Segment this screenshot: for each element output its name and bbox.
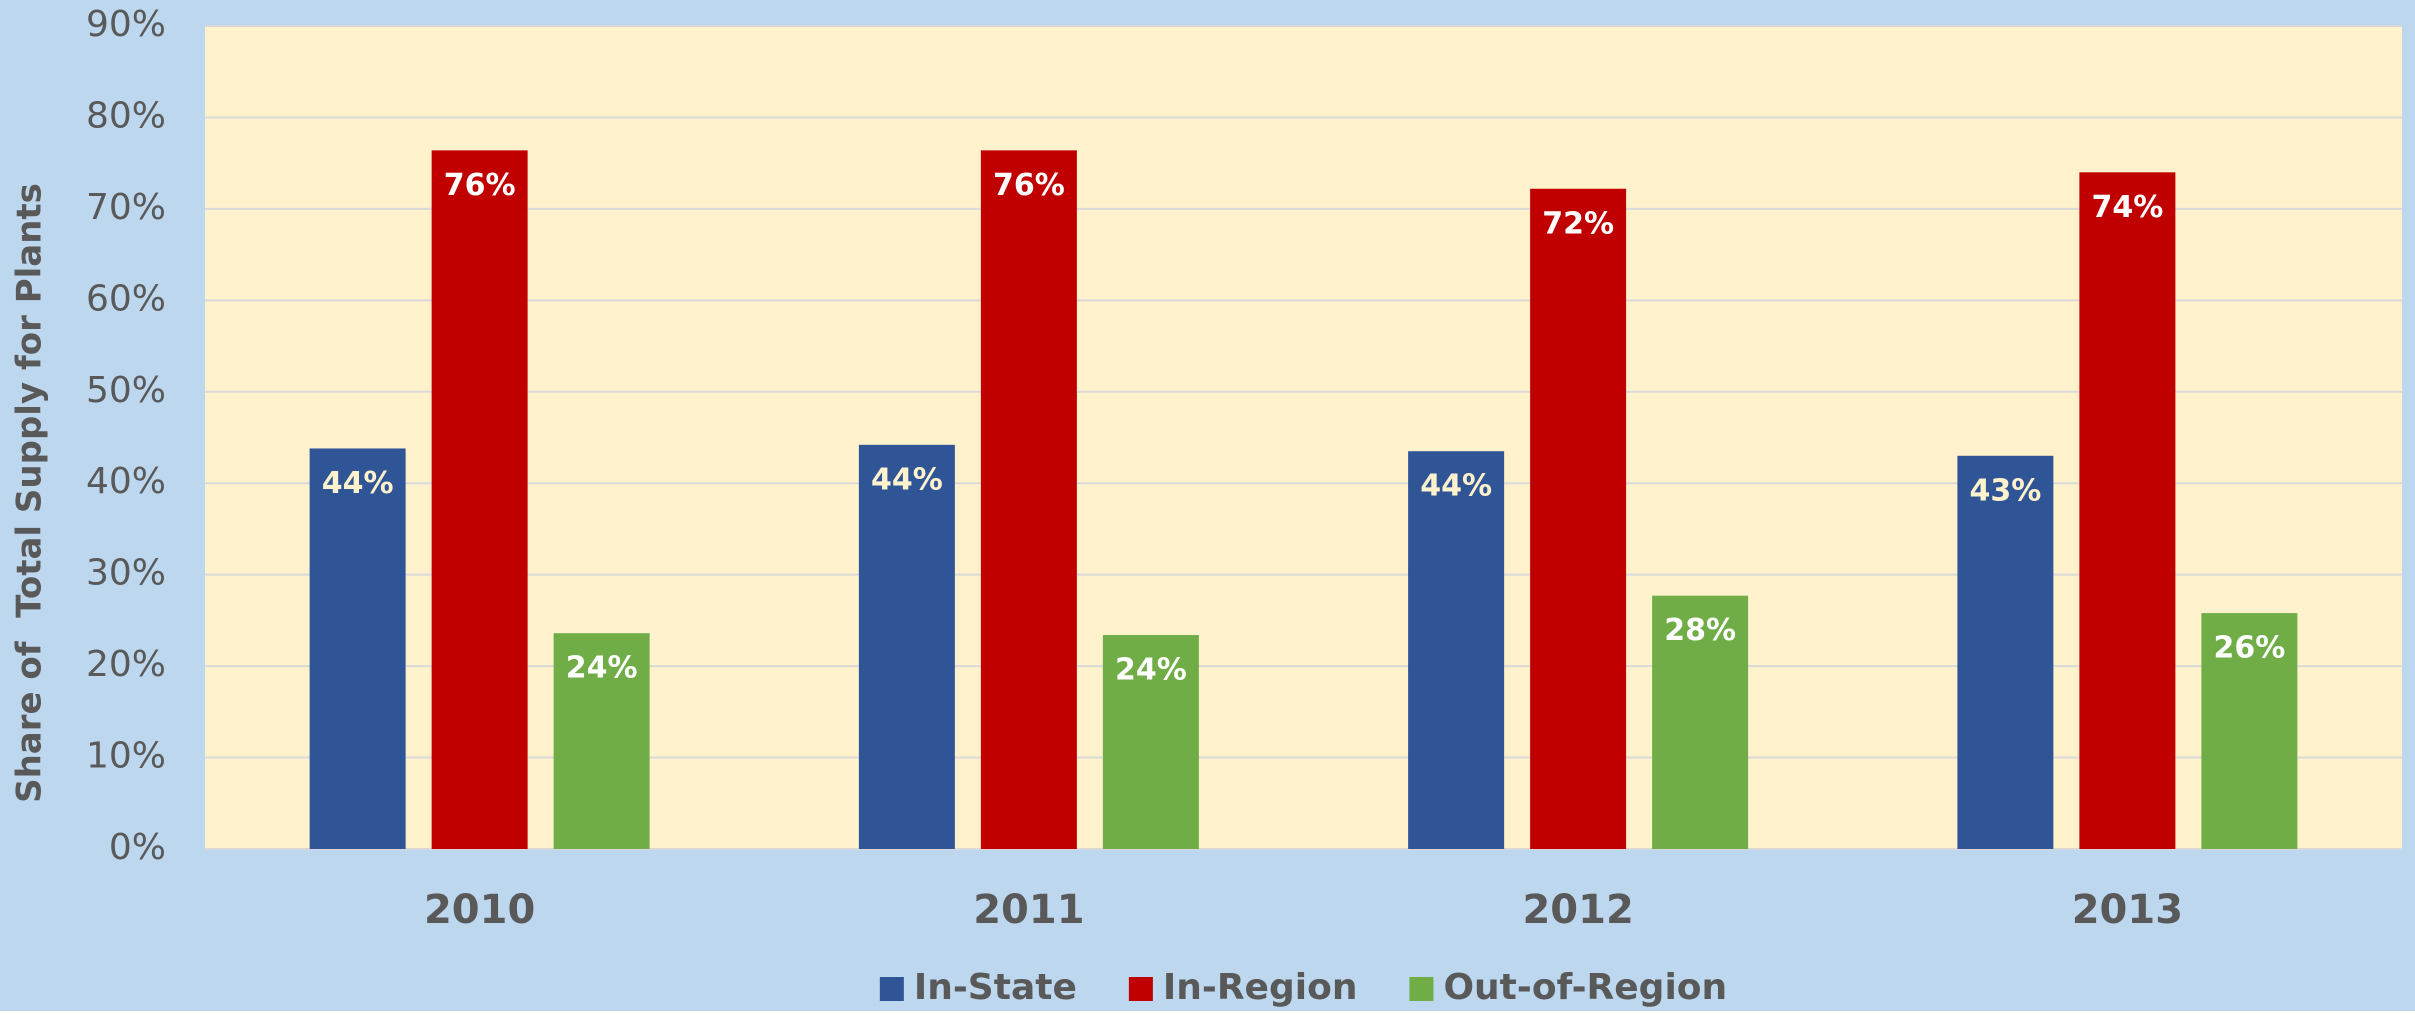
x-tick-label: 2011: [973, 887, 1084, 933]
y-tick-label: 0%: [109, 827, 166, 868]
y-tick-label: 30%: [86, 553, 166, 594]
value-label: 72%: [1542, 206, 1614, 241]
y-tick-label: 10%: [86, 736, 166, 777]
bar: [980, 150, 1077, 849]
y-tick-label: 90%: [86, 4, 166, 45]
value-label: 28%: [1664, 613, 1736, 648]
bar: [858, 444, 955, 849]
value-label: 24%: [566, 651, 638, 686]
value-label: 76%: [444, 168, 516, 203]
value-label: 44%: [1420, 469, 1492, 504]
value-label: 24%: [1115, 653, 1187, 688]
value-label: 44%: [871, 462, 943, 497]
x-tick-label: 2012: [1522, 887, 1633, 933]
bar: [431, 150, 528, 849]
value-label: 43%: [1969, 473, 2041, 508]
plot-area: [205, 26, 2402, 849]
value-label: 76%: [993, 168, 1065, 203]
bar: [1530, 188, 1627, 849]
value-label: 44%: [322, 466, 394, 501]
value-label: 26%: [2213, 631, 2285, 666]
y-axis-label: Share of Total Supply for Plants: [10, 183, 50, 803]
bar: [309, 448, 406, 849]
bar: [1957, 455, 2054, 849]
legend-swatch: [1409, 977, 1434, 1001]
y-tick-label: 60%: [86, 278, 166, 319]
legend-label: In-State: [914, 967, 1077, 1008]
bar: [1408, 451, 1505, 849]
bar: [1652, 595, 1749, 849]
bar: [553, 633, 650, 849]
bar: [1102, 635, 1199, 849]
y-tick-label: 20%: [86, 644, 166, 685]
y-tick-label: 50%: [86, 370, 166, 411]
y-tick-label: 80%: [86, 95, 166, 136]
y-tick-label: 40%: [86, 461, 166, 502]
x-tick-label: 2013: [2072, 887, 2183, 933]
bar: [2079, 172, 2176, 850]
y-tick-label: 70%: [86, 187, 166, 228]
bar: [2201, 613, 2298, 849]
legend-label: Out-of-Region: [1443, 967, 1727, 1008]
legend-swatch: [1128, 977, 1153, 1001]
legend-label: In-Region: [1163, 967, 1358, 1008]
value-label: 74%: [2091, 190, 2163, 225]
x-tick-label: 2010: [424, 887, 535, 933]
legend-swatch: [879, 977, 904, 1001]
